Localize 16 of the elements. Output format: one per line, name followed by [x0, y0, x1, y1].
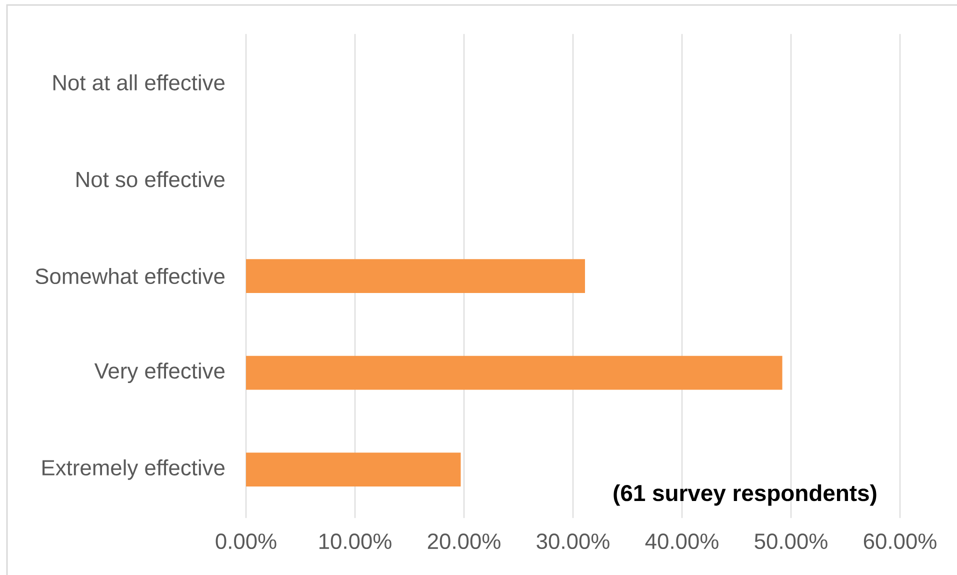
bar [246, 452, 461, 487]
y-tick-label: Not at all effective [53, 74, 225, 90]
y-tick-label: Extremely effective [42, 459, 225, 480]
bar [246, 259, 585, 293]
x-tick-label: 40.00% [645, 534, 718, 550]
y-tick-label: Somewhat effective [36, 268, 224, 284]
bar [246, 356, 782, 390]
x-tick-label: 0.00% [216, 534, 276, 550]
x-tick-label: 60.00% [864, 534, 936, 550]
annotation: (61 survey respondents) [614, 484, 876, 506]
y-tick-label: Not so effective [76, 171, 225, 188]
x-tick-label: 10.00% [320, 534, 392, 550]
y-tick-label: Very effective [94, 362, 225, 384]
x-tick-label: 20.00% [428, 534, 500, 550]
x-tick-label: 30.00% [536, 534, 610, 550]
x-tick-label: 50.00% [754, 534, 828, 550]
